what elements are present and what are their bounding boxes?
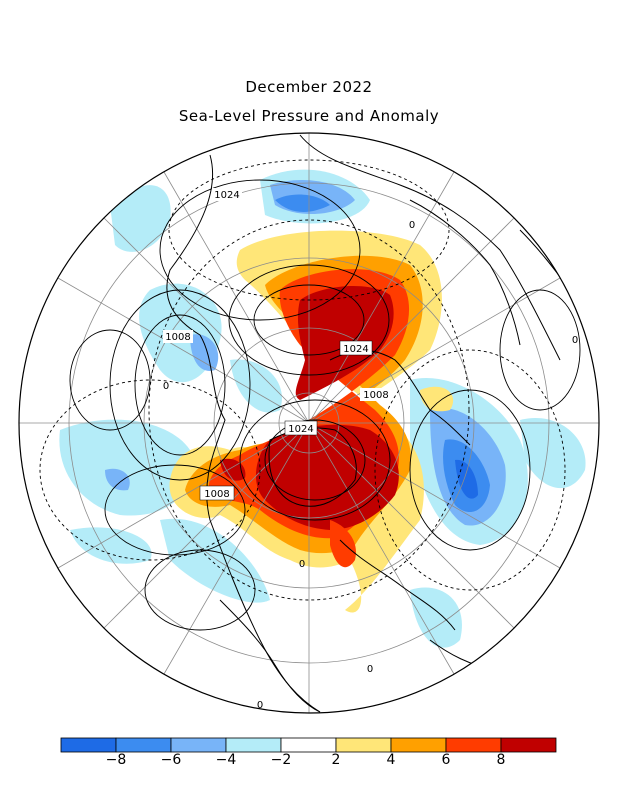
contour-label: 1024 <box>214 190 239 201</box>
colorbar-tick-label: −4 <box>215 752 237 768</box>
anomaly-shading <box>59 169 586 648</box>
zero-anomaly-contours <box>39 159 566 601</box>
colorbar-tick-label: −6 <box>160 752 182 768</box>
colorbar-tick-label: 4 <box>386 752 396 768</box>
contour-label: 0 <box>257 700 263 711</box>
colorbar-tick-label: 8 <box>496 752 506 768</box>
isobars <box>69 179 581 631</box>
colorbar-swatch <box>170 737 227 753</box>
contour-label: 0 <box>409 220 415 231</box>
contour-label: 1024 <box>288 424 313 435</box>
colorbar-swatch <box>390 737 447 753</box>
colorbar-tick-label: −2 <box>270 752 292 768</box>
colorbar-swatch <box>115 737 172 753</box>
colorbar-swatch <box>60 737 117 753</box>
contour-label: 1008 <box>204 489 229 500</box>
colorbar <box>60 737 557 753</box>
colorbar-tick-label: 6 <box>441 752 451 768</box>
contour-label: 0 <box>572 335 578 346</box>
contour-labels: 1024 1008 0 1024 1008 1024 1008 0 0 0 0 … <box>163 188 578 711</box>
colorbar-swatch <box>500 737 557 753</box>
colorbar-swatch <box>225 737 282 753</box>
contour-label: 1024 <box>343 344 368 355</box>
map-title: December 2022 <box>245 78 373 96</box>
colorbar-tick-label: 2 <box>331 752 341 768</box>
contour-label: 1008 <box>363 390 388 401</box>
contour-label: 0 <box>163 381 169 392</box>
map-border <box>18 132 600 714</box>
contour-label: 0 <box>299 559 305 570</box>
colorbar-swatch <box>445 737 502 753</box>
contour-label: 1008 <box>165 332 190 343</box>
colorbar-swatch <box>280 737 337 753</box>
colorbar-tick-label: −8 <box>105 752 127 768</box>
colorbar-swatch <box>335 737 392 753</box>
contour-label: 0 <box>367 664 373 675</box>
map-subtitle: Sea-Level Pressure and Anomaly <box>178 107 440 125</box>
